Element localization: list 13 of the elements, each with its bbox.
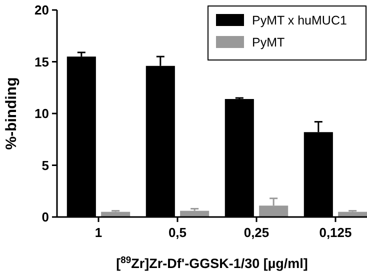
x-tick-label: 0,125 xyxy=(319,225,352,240)
legend-label: PyMT x huMUC1 xyxy=(252,13,347,28)
y-tick-label: 20 xyxy=(34,2,49,18)
x-tick-label: 1 xyxy=(94,225,102,240)
y-tick-label: 5 xyxy=(42,158,49,173)
y-tick-label: 15 xyxy=(34,54,49,70)
x-axis-title: [$^{89}$Zr]Zr-Df'-GGSK-1/30 [µg/ml] xyxy=(116,254,308,271)
y-tick-label: 10 xyxy=(34,106,49,122)
x-tick-label: 0,5 xyxy=(168,225,187,240)
x-tick-label: 0,25 xyxy=(244,225,270,240)
y-axis-title: %-binding xyxy=(3,77,20,150)
y-tick-label: 0 xyxy=(42,210,49,225)
legend-label: PyMT xyxy=(252,35,285,50)
